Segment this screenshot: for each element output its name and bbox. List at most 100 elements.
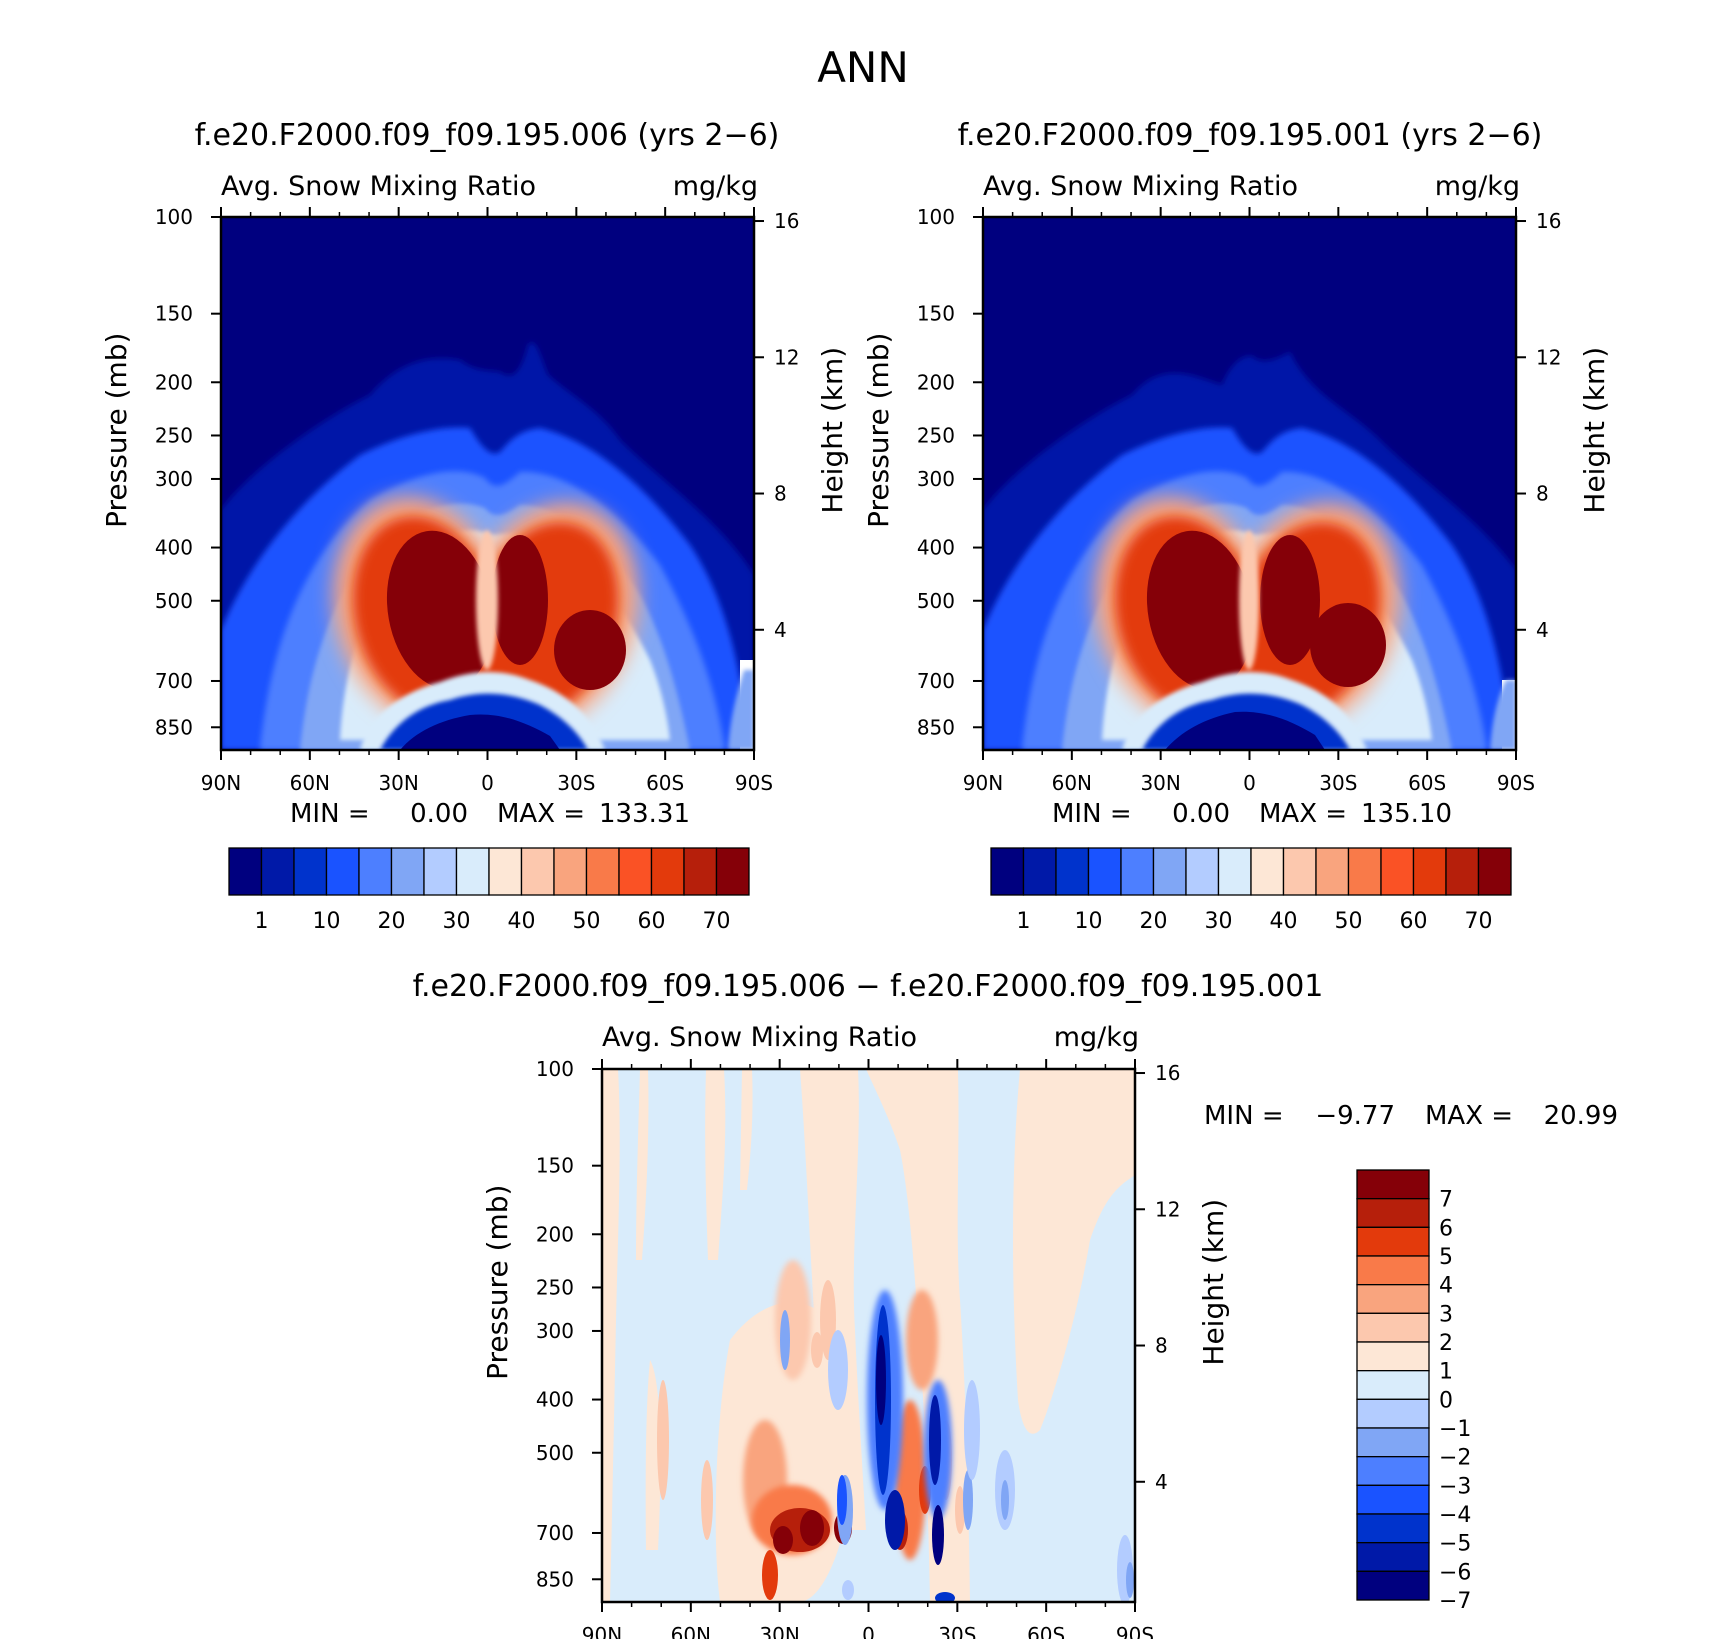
- x-tick-label: 30N: [1140, 771, 1180, 795]
- colorbar-swatch: [1217, 847, 1252, 896]
- y-tick-label: 850: [155, 715, 193, 739]
- x-tick-label: 90N: [582, 1623, 622, 1639]
- y-tick-label: 100: [155, 205, 193, 229]
- colorbar-swatch: [1477, 847, 1512, 896]
- units-label: mg/kg: [1435, 171, 1520, 202]
- height-tick-label: 8: [1155, 1334, 1168, 1358]
- colorbar-label: 40: [1270, 909, 1298, 934]
- colorbar-label: 5: [1439, 1245, 1453, 1270]
- y-tick-label: 500: [155, 589, 193, 613]
- y-tick-label: 850: [536, 1567, 574, 1591]
- x-tick-label: 30N: [759, 1623, 799, 1639]
- y-tick-label: 200: [155, 370, 193, 394]
- units-label: mg/kg: [673, 171, 758, 202]
- min-label: MIN =: [290, 799, 370, 829]
- colorbar-swatch: [1356, 1255, 1430, 1286]
- min-value: −9.77: [1315, 1101, 1395, 1131]
- colorbar-label: −7: [1439, 1589, 1471, 1614]
- max-label: MAX =: [1425, 1101, 1513, 1131]
- x-tick-label: 60N: [671, 1623, 711, 1639]
- colorbar-swatch: [1347, 847, 1382, 896]
- max-value: 20.99: [1544, 1101, 1618, 1131]
- height-tick-label: 4: [1536, 618, 1549, 642]
- y-tick-label: 200: [917, 370, 955, 394]
- y-tick-label: 250: [536, 1275, 574, 1299]
- colorbar-swatch: [1356, 1198, 1430, 1228]
- panel-diff: f.e20.F2000.f09_f09.195.006 − f.e20.F200…: [413, 969, 1618, 1604]
- y-tick-label: 700: [155, 669, 193, 693]
- x-tick-label: 90S: [735, 771, 773, 795]
- colorbar-swatch: [1120, 847, 1155, 896]
- colorbar-swatch: [488, 847, 523, 896]
- colorbar-swatch: [1250, 847, 1285, 896]
- x-tick-label: 90S: [1116, 1623, 1154, 1639]
- panel-title: f.e20.F2000.f09_f09.195.006 − f.e20.F200…: [413, 969, 1324, 1004]
- colorbar-label: −2: [1439, 1446, 1471, 1471]
- colorbar-swatch: [423, 847, 458, 896]
- height-tick-label: 12: [1155, 1197, 1180, 1221]
- colorbar-swatch: [1356, 1456, 1430, 1486]
- colorbar-swatch: [1356, 1484, 1430, 1515]
- colorbar-label: 70: [703, 909, 731, 934]
- y-tick-label: 400: [917, 536, 955, 560]
- colorbar-label: 6: [1439, 1216, 1453, 1241]
- colorbar-case2: 1 10 20 30 40 50 60 70: [990, 847, 1512, 934]
- colorbar-swatch: [1022, 847, 1057, 896]
- colorbar-swatch: [683, 847, 718, 896]
- colorbar-swatch: [1356, 1427, 1430, 1458]
- colorbar-swatch: [1356, 1341, 1430, 1372]
- y-tick-label: 200: [536, 1222, 574, 1246]
- y-right-axis-title: Height (km): [816, 347, 849, 514]
- y-tick-label: 400: [536, 1388, 574, 1412]
- min-value: 0.00: [1172, 799, 1230, 829]
- x-tick-label: 60N: [290, 771, 330, 795]
- y-tick-label: 100: [536, 1057, 574, 1081]
- colorbar-swatch: [1356, 1284, 1430, 1314]
- contour-field: [983, 217, 1516, 750]
- colorbar-diff: 7 6 5 4 3 2 1 0 −1 −2 −3 −4 −5 −6 −7: [1356, 1169, 1471, 1614]
- colorbar-swatch: [1356, 1570, 1430, 1601]
- y-tick-label: 100: [917, 205, 955, 229]
- colorbar-label: 2: [1439, 1331, 1453, 1356]
- colorbar-swatch: [1380, 847, 1415, 896]
- colorbar-label: 3: [1439, 1302, 1453, 1327]
- colorbar-swatch: [1356, 1312, 1430, 1343]
- colorbar-swatch: [715, 847, 750, 896]
- colorbar-label: 40: [508, 909, 536, 934]
- x-tick-label: 60S: [1408, 771, 1446, 795]
- colorbar-swatch: [455, 847, 490, 896]
- colorbar-swatch: [1152, 847, 1187, 896]
- colorbar-swatch: [1055, 847, 1090, 896]
- colorbar-label: 0: [1439, 1388, 1453, 1413]
- colorbar-case1: 1 10 20 30 40 50 60 70: [228, 847, 750, 934]
- colorbars-layer: 1 10 20 30 40 50 60 70 1 10 20 30 40 50 60 7076543210−1…: [228, 847, 1512, 1614]
- height-tick-label: 16: [1155, 1061, 1180, 1085]
- x-tick-label: 30N: [378, 771, 418, 795]
- x-tick-label: 60N: [1052, 771, 1092, 795]
- y-tick-label: 250: [155, 423, 193, 447]
- contour-field: [221, 217, 754, 750]
- colorbar-label: 20: [378, 909, 406, 934]
- colorbar-label: 10: [313, 909, 341, 934]
- height-tick-label: 16: [1536, 209, 1561, 233]
- colorbar-label: 60: [638, 909, 666, 934]
- x-tick-label: 90S: [1497, 771, 1535, 795]
- y-tick-label: 400: [155, 536, 193, 560]
- colorbar-swatch: [293, 847, 328, 896]
- max-value: 135.10: [1361, 799, 1452, 829]
- colorbar-swatch: [260, 847, 295, 896]
- height-tick-label: 16: [774, 209, 799, 233]
- x-tick-label: 90N: [201, 771, 241, 795]
- y-tick-label: 700: [536, 1521, 574, 1545]
- stats: MIN = −9.77 MAX = 20.99: [1204, 1101, 1618, 1131]
- units-label: mg/kg: [1054, 1022, 1139, 1053]
- colorbar-label: 60: [1400, 909, 1428, 934]
- colorbar-label: 1: [1017, 909, 1031, 934]
- stats: MIN = 0.00 MAX = 135.10: [1052, 799, 1452, 829]
- height-tick-label: 12: [1536, 345, 1561, 369]
- colorbar-label: 50: [573, 909, 601, 934]
- height-tick-label: 8: [1536, 482, 1549, 506]
- y-axis-title: Pressure (mb): [481, 1185, 514, 1380]
- colorbar-swatch: [520, 847, 555, 896]
- y-axis-title: Pressure (mb): [100, 333, 133, 528]
